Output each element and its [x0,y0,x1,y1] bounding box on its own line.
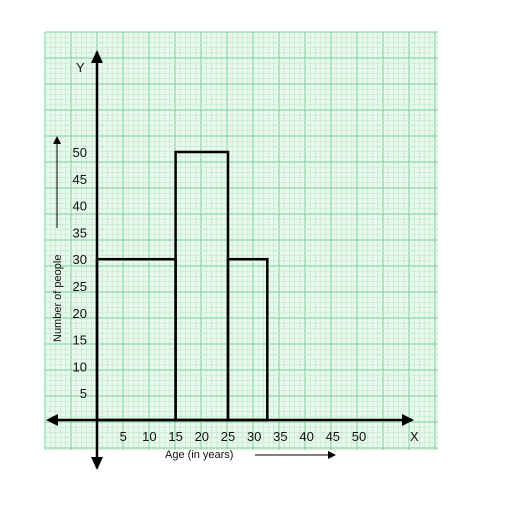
x-axis-title: Age (in years) [165,449,233,461]
x-tick-label: 15 [168,429,182,444]
x-tick-label: 30 [247,429,261,444]
y-axis-arrow-bottom [91,457,103,470]
y-axis-letter: Y [76,60,85,75]
x-tick-label: 40 [299,429,313,444]
x-tick-label: 10 [142,429,156,444]
y-tick-label: 35 [73,225,87,240]
x-tick-label: 5 [120,429,127,444]
y-tick-label: 45 [73,172,87,187]
y-tick-label: 40 [73,199,87,214]
x-tick-label: 25 [221,429,235,444]
x-tick-label: 20 [195,429,209,444]
y-axis-arrow-top [91,50,103,63]
y-axis-title: Number of people [52,255,64,342]
x-tick-label: 35 [273,429,287,444]
y-title-arrow-head [53,136,61,144]
y-tick-label: 30 [73,252,87,267]
y-tick-label: 15 [73,333,87,348]
x-axis-letter: X [410,429,419,444]
y-tick-label: 5 [80,386,87,401]
x-tick-label: 45 [326,429,340,444]
y-tick-label: 50 [73,145,87,160]
x-axis-arrow-right [402,414,414,426]
y-tick-label: 20 [73,306,87,321]
x-axis-arrow-left [46,414,58,426]
x-tick-label: 50 [352,429,366,444]
y-tick-labels: 5 10 15 20 25 30 35 40 45 50 [73,145,87,401]
x-title-arrow-head [328,451,336,459]
y-tick-label: 25 [73,279,87,294]
y-tick-label: 10 [73,359,87,374]
x-tick-labels: 5 10 15 20 25 30 35 40 45 50 [120,429,367,444]
